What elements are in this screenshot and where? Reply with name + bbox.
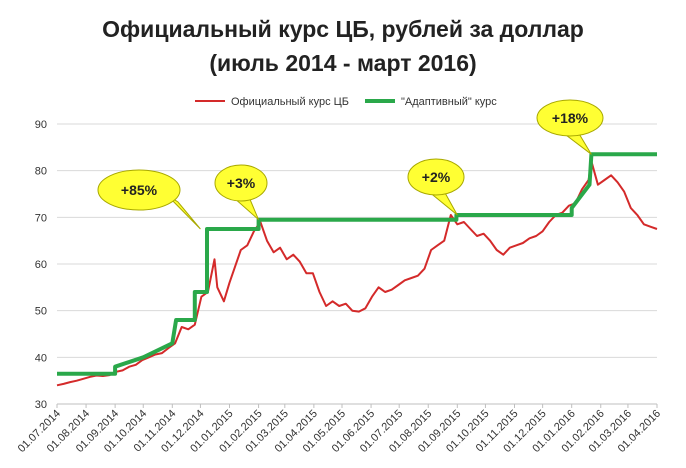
annotation-bubble: [536, 99, 604, 137]
y-tick-label: 90: [35, 119, 47, 131]
y-tick-label: 80: [35, 166, 47, 178]
legend-label: "Адаптивный" курс: [401, 96, 497, 108]
y-tick-label: 50: [35, 306, 47, 318]
annotation-label: +18%: [552, 110, 589, 126]
y-tick-label: 60: [35, 259, 47, 271]
annotation-label: +3%: [227, 175, 256, 191]
legend-label: Официальный курс ЦБ: [231, 96, 349, 108]
annotation-bubble: [407, 158, 465, 196]
y-tick-label: 70: [35, 212, 47, 224]
y-tick-label: 30: [35, 399, 47, 411]
series-line-adaptive: [57, 152, 657, 376]
annotation-label: +2%: [422, 169, 451, 185]
chart-title: Официальный курс ЦБ, рублей за доллар: [102, 16, 584, 42]
y-tick-label: 40: [35, 352, 47, 364]
chart-subtitle: (июль 2014 - март 2016): [209, 50, 477, 76]
annotation-bubble: [97, 169, 181, 211]
annotation-bubble: [214, 164, 268, 202]
annotation-label: +85%: [121, 182, 158, 198]
